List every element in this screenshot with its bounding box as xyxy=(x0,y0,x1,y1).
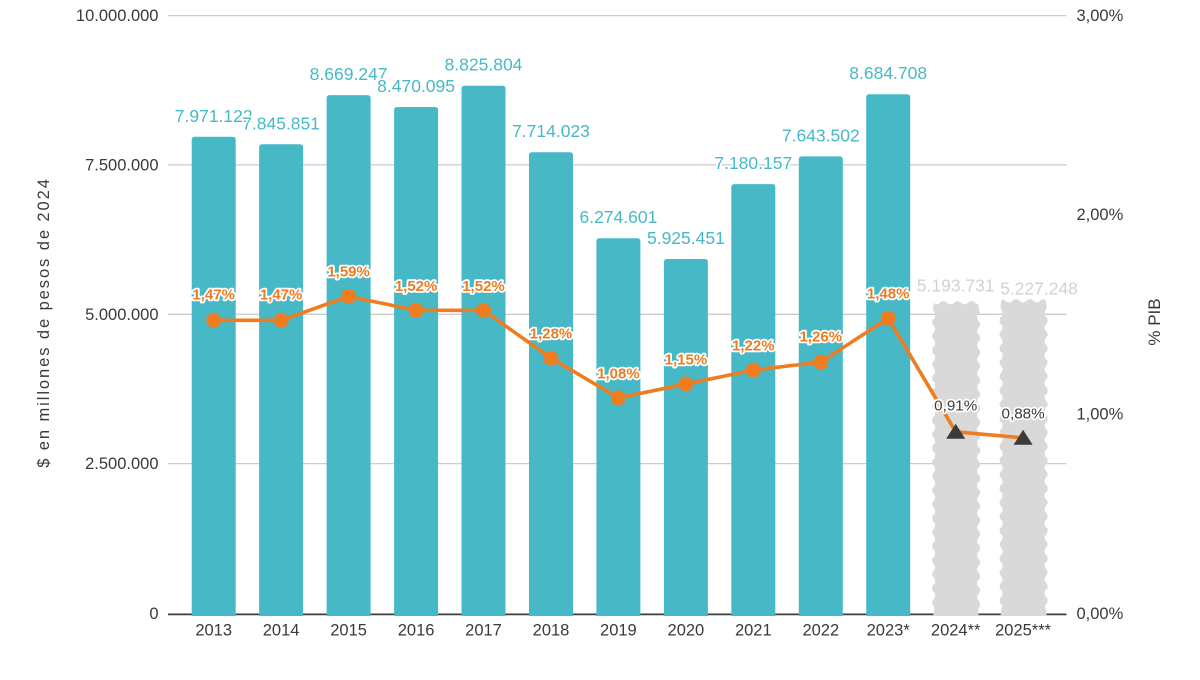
svg-text:1,26%: 1,26% xyxy=(800,329,843,346)
svg-text:2016: 2016 xyxy=(398,622,435,640)
svg-text:3,00%: 3,00% xyxy=(1077,7,1124,25)
svg-text:7.500.000: 7.500.000 xyxy=(85,156,158,174)
svg-text:1,15%: 1,15% xyxy=(665,352,708,369)
svg-text:1,08%: 1,08% xyxy=(597,366,640,383)
svg-text:0: 0 xyxy=(149,605,158,623)
svg-text:8.684.708: 8.684.708 xyxy=(849,63,927,83)
svg-text:2019: 2019 xyxy=(600,622,637,640)
svg-text:5.193.731: 5.193.731 xyxy=(917,275,995,295)
svg-text:1,59%: 1,59% xyxy=(327,264,370,281)
svg-text:7.180.157: 7.180.157 xyxy=(714,153,792,173)
svg-text:1,47%: 1,47% xyxy=(260,287,303,304)
svg-text:$ en millones de pesos de 2024: $ en millones de pesos de 2024 xyxy=(35,177,53,468)
svg-text:2018: 2018 xyxy=(533,622,570,640)
svg-text:8.669.247: 8.669.247 xyxy=(310,64,388,84)
svg-text:7.643.502: 7.643.502 xyxy=(782,125,860,145)
svg-text:2015: 2015 xyxy=(330,622,367,640)
svg-text:5.925.451: 5.925.451 xyxy=(647,228,725,248)
svg-text:2017: 2017 xyxy=(465,622,502,640)
svg-text:% PIB: % PIB xyxy=(1145,298,1164,345)
svg-text:1,28%: 1,28% xyxy=(530,326,573,343)
svg-text:7.845.851: 7.845.851 xyxy=(242,113,320,133)
svg-text:10.000.000: 10.000.000 xyxy=(76,7,159,25)
svg-text:7.714.023: 7.714.023 xyxy=(512,121,590,141)
svg-text:8.825.804: 8.825.804 xyxy=(445,55,523,75)
svg-text:5.000.000: 5.000.000 xyxy=(85,306,158,324)
svg-text:2,00%: 2,00% xyxy=(1077,206,1124,224)
svg-text:1,52%: 1,52% xyxy=(462,278,505,295)
svg-text:5.227.248: 5.227.248 xyxy=(1000,278,1078,298)
svg-text:2025***: 2025*** xyxy=(995,622,1052,640)
svg-text:1,22%: 1,22% xyxy=(732,338,775,355)
svg-text:2021: 2021 xyxy=(735,622,772,640)
svg-text:1,47%: 1,47% xyxy=(192,287,235,304)
svg-text:1,00%: 1,00% xyxy=(1077,405,1124,423)
svg-text:6.274.601: 6.274.601 xyxy=(579,207,657,227)
svg-text:1,48%: 1,48% xyxy=(867,286,910,303)
svg-text:2.500.000: 2.500.000 xyxy=(85,455,158,473)
svg-text:0,88%: 0,88% xyxy=(1002,406,1045,423)
svg-text:2024**: 2024** xyxy=(931,622,981,640)
svg-text:7.971.122: 7.971.122 xyxy=(175,106,253,126)
svg-text:2014: 2014 xyxy=(263,622,300,640)
svg-text:0,00%: 0,00% xyxy=(1077,605,1124,623)
svg-text:2023*: 2023* xyxy=(867,622,911,640)
svg-text:2020: 2020 xyxy=(668,622,705,640)
svg-text:8.470.095: 8.470.095 xyxy=(377,76,455,96)
svg-text:1,52%: 1,52% xyxy=(395,278,438,295)
svg-text:2013: 2013 xyxy=(195,622,232,640)
svg-text:2022: 2022 xyxy=(802,622,839,640)
svg-text:0,91%: 0,91% xyxy=(934,398,977,415)
